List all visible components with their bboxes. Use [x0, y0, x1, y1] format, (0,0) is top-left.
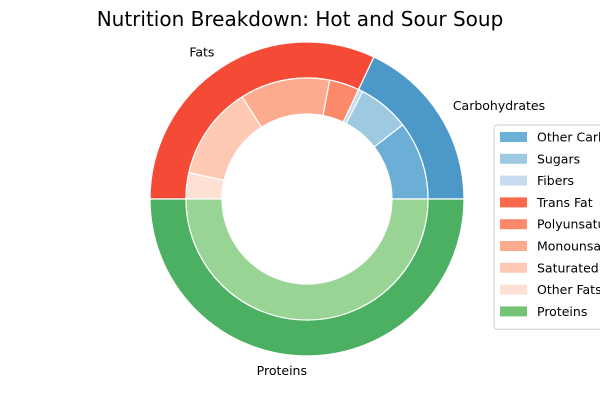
- legend-swatch-sugars: [500, 153, 527, 164]
- legend-label-sugars: Sugars: [537, 151, 580, 166]
- chart-title: Nutrition Breakdown: Hot and Sour Soup: [97, 7, 504, 31]
- outer-ring-labels: Carbohydrates Fats Proteins: [189, 45, 545, 379]
- legend-label-polyunsaturated-fat: Polyunsaturated Fat: [537, 217, 600, 232]
- inner-ring: [185, 77, 429, 321]
- legend-label-trans-fat: Trans Fat: [536, 195, 593, 210]
- legend-label-fibers: Fibers: [537, 173, 574, 188]
- legend-swatch-polyunsaturated-fat: [500, 219, 527, 230]
- legend-label-other-fats: Other Fats: [537, 282, 600, 297]
- legend-swatch-fibers: [500, 175, 527, 186]
- legend-label-monounsaturated-fat: Monounsaturated Fat: [537, 239, 600, 254]
- legend-swatch-proteins: [500, 306, 527, 317]
- legend-swatch-other-fats: [500, 284, 527, 295]
- legend-swatch-saturated-fat: [500, 262, 527, 273]
- legend-swatch-other-carbohydrates: [500, 132, 527, 142]
- legend-swatch-monounsaturated-fat: [500, 241, 527, 251]
- outer-label-carbohydrates: Carbohydrates: [453, 98, 545, 113]
- legend-label-proteins: Proteins: [537, 304, 587, 319]
- legend-label-saturated-fat: Saturated Fat: [537, 260, 600, 275]
- legend-label-other-carbohydrates: Other Carbohydrates: [537, 130, 600, 145]
- inner-wedge-proteins: [185, 198, 429, 321]
- legend-swatch-trans-fat: [500, 197, 527, 208]
- outer-label-fats: Fats: [189, 45, 214, 60]
- legend: Other Carbohydrates Sugars Fibers Trans Fat…: [493, 124, 600, 330]
- outer-label-proteins: Proteins: [257, 363, 307, 378]
